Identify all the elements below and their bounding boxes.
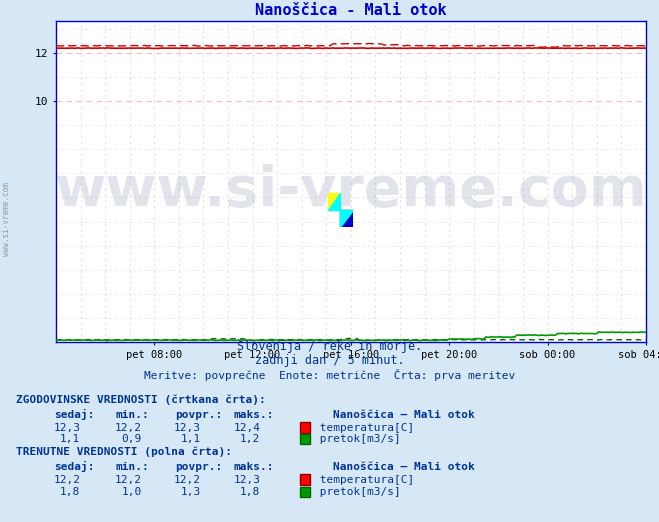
Text: povpr.:: povpr.: xyxy=(175,410,222,420)
Text: min.:: min.: xyxy=(115,410,149,420)
Text: maks.:: maks.: xyxy=(234,462,274,472)
Text: 1,3: 1,3 xyxy=(181,487,201,497)
Text: 12,2: 12,2 xyxy=(115,423,142,433)
Polygon shape xyxy=(328,193,340,210)
Text: TRENUTNE VREDNOSTI (polna črta):: TRENUTNE VREDNOSTI (polna črta): xyxy=(16,447,233,457)
Text: 12,2: 12,2 xyxy=(115,475,142,485)
Text: pretok[m3/s]: pretok[m3/s] xyxy=(313,487,401,497)
Text: ZGODOVINSKE VREDNOSTI (črtkana črta):: ZGODOVINSKE VREDNOSTI (črtkana črta): xyxy=(16,395,266,405)
Text: 1,2: 1,2 xyxy=(240,434,260,444)
Text: pretok[m3/s]: pretok[m3/s] xyxy=(313,434,401,444)
Text: 12,4: 12,4 xyxy=(233,423,260,433)
Text: povpr.:: povpr.: xyxy=(175,462,222,472)
Polygon shape xyxy=(328,193,340,210)
Title: Nanoščica - Mali otok: Nanoščica - Mali otok xyxy=(255,3,447,18)
Text: temperatura[C]: temperatura[C] xyxy=(313,423,415,433)
Text: 12,3: 12,3 xyxy=(233,475,260,485)
Text: Slovenija / reke in morje.: Slovenija / reke in morje. xyxy=(237,340,422,353)
Text: 1,8: 1,8 xyxy=(60,487,80,497)
Text: sedaj:: sedaj: xyxy=(54,409,94,420)
Text: 1,0: 1,0 xyxy=(121,487,142,497)
Text: 12,2: 12,2 xyxy=(174,475,201,485)
Polygon shape xyxy=(328,193,340,210)
Text: zadnji dan / 5 minut.: zadnji dan / 5 minut. xyxy=(254,354,405,367)
Text: Nanoščica – Mali otok: Nanoščica – Mali otok xyxy=(333,410,474,420)
Polygon shape xyxy=(340,210,353,227)
Text: www.si-vreme.com: www.si-vreme.com xyxy=(55,164,647,218)
Text: 12,2: 12,2 xyxy=(53,475,80,485)
Text: maks.:: maks.: xyxy=(234,410,274,420)
Text: 12,3: 12,3 xyxy=(174,423,201,433)
Text: www.si-vreme.com: www.si-vreme.com xyxy=(2,182,11,256)
Polygon shape xyxy=(340,210,353,227)
Text: 12,3: 12,3 xyxy=(53,423,80,433)
Text: min.:: min.: xyxy=(115,462,149,472)
Text: 0,9: 0,9 xyxy=(121,434,142,444)
Text: 1,1: 1,1 xyxy=(60,434,80,444)
Text: Meritve: povprečne  Enote: metrične  Črta: prva meritev: Meritve: povprečne Enote: metrične Črta:… xyxy=(144,369,515,381)
Text: 1,1: 1,1 xyxy=(181,434,201,444)
Text: sedaj:: sedaj: xyxy=(54,461,94,472)
Text: temperatura[C]: temperatura[C] xyxy=(313,475,415,485)
Text: 1,8: 1,8 xyxy=(240,487,260,497)
Text: Nanoščica – Mali otok: Nanoščica – Mali otok xyxy=(333,462,474,472)
